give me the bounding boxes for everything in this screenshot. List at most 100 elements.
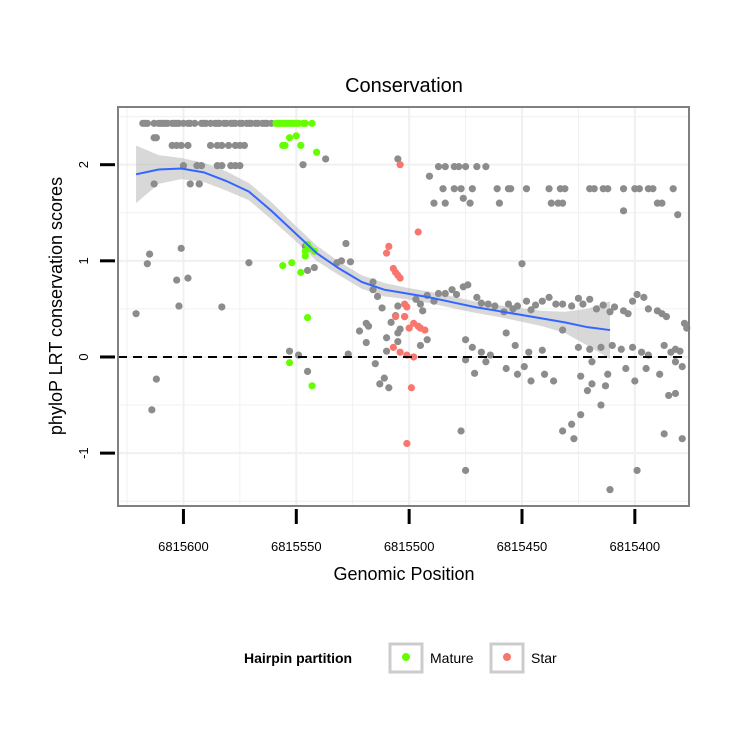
x-tick-label: 6815400 <box>610 539 661 554</box>
data-point-other <box>412 295 420 303</box>
data-point-other <box>635 185 643 193</box>
data-point-other <box>538 297 546 305</box>
data-point-other <box>574 294 583 302</box>
data-point-other <box>622 364 630 373</box>
data-point-other <box>604 185 612 193</box>
legend-entry-star: Star <box>489 642 557 674</box>
data-point-other <box>676 347 684 355</box>
smooth-layer <box>135 167 611 332</box>
data-point-other <box>387 318 395 326</box>
data-point-other <box>303 367 312 375</box>
data-point-other <box>531 301 540 309</box>
data-point-other <box>184 274 192 282</box>
x-tick-label: 6815600 <box>158 539 209 554</box>
data-point-other <box>669 185 677 193</box>
data-point-other <box>448 286 456 294</box>
data-point-other <box>577 411 585 419</box>
data-point-other <box>527 377 535 385</box>
data-point-other <box>378 304 386 312</box>
data-point-other <box>583 387 592 395</box>
data-point-other <box>430 199 438 207</box>
data-point-other <box>455 163 463 171</box>
data-point-other <box>507 185 515 193</box>
data-point-other <box>610 303 619 311</box>
data-point-other <box>640 293 648 301</box>
data-point-other <box>434 163 443 171</box>
data-point-other <box>285 347 294 355</box>
data-point-mature <box>297 268 305 276</box>
data-point-mature <box>292 132 300 140</box>
data-point-other <box>394 329 402 337</box>
data-point-other <box>491 302 499 310</box>
data-point-star <box>385 242 393 251</box>
data-point-star <box>396 274 404 282</box>
data-point-star <box>401 312 409 321</box>
data-point-mature <box>301 252 309 260</box>
data-point-other <box>470 369 479 377</box>
data-point-other <box>184 141 192 150</box>
data-point-other <box>547 199 555 207</box>
data-point-other <box>303 266 312 275</box>
data-point-mature <box>301 119 309 127</box>
chart-title: Conservation <box>345 75 463 97</box>
data-point-mature <box>288 259 296 267</box>
data-point-other <box>459 194 467 202</box>
data-point-star <box>421 326 429 334</box>
data-point-other <box>588 380 596 388</box>
data-point-other <box>218 141 226 150</box>
data-point-other <box>559 199 567 207</box>
data-point-star <box>403 303 411 311</box>
data-point-other <box>364 322 373 330</box>
data-point-other <box>175 302 183 310</box>
data-point-other <box>665 391 673 400</box>
data-point-other <box>240 141 248 150</box>
data-point-other <box>322 155 330 163</box>
data-point-mature <box>306 244 314 252</box>
data-point-star <box>382 249 391 257</box>
data-point-other <box>631 377 639 385</box>
data-point-other <box>520 362 528 371</box>
data-point-other <box>493 185 501 193</box>
data-point-other <box>385 384 393 392</box>
x-tick-label: 6815500 <box>384 539 435 554</box>
data-point-other <box>382 334 391 342</box>
data-point-other <box>671 358 680 366</box>
data-point-other <box>527 306 535 314</box>
data-point-other <box>644 305 652 313</box>
data-point-other <box>660 341 668 350</box>
data-point-other <box>513 302 522 310</box>
data-point-other <box>606 308 614 316</box>
legend-dot-star <box>503 653 511 661</box>
data-point-star <box>405 324 413 332</box>
data-point-other <box>608 341 616 350</box>
data-point-other <box>344 350 352 358</box>
data-point-other <box>549 377 558 385</box>
data-point-other <box>394 302 402 310</box>
data-point-other <box>369 278 377 286</box>
data-point-mature <box>285 134 294 142</box>
data-point-other <box>624 310 632 318</box>
data-point-other <box>355 327 364 335</box>
data-point-other <box>574 343 583 351</box>
data-point-other <box>369 286 377 294</box>
data-point-other <box>525 348 533 356</box>
data-point-other <box>461 466 470 475</box>
data-point-other <box>592 305 601 313</box>
data-point-other <box>606 486 614 494</box>
data-point-other <box>177 244 185 252</box>
data-point-other <box>382 347 391 355</box>
data-point-other <box>545 185 553 193</box>
data-point-other <box>346 258 355 266</box>
data-point-mature <box>279 141 287 150</box>
data-point-star <box>414 228 422 236</box>
data-point-star <box>403 439 411 448</box>
data-point-other <box>671 389 680 398</box>
data-point-other <box>495 199 504 207</box>
data-point-other <box>310 263 318 272</box>
legend-dot-mature <box>402 653 410 661</box>
points-layer <box>132 119 691 494</box>
data-point-other <box>628 297 637 305</box>
data-point-other <box>604 370 612 378</box>
data-point-other <box>522 297 531 305</box>
data-point-star <box>392 312 400 321</box>
